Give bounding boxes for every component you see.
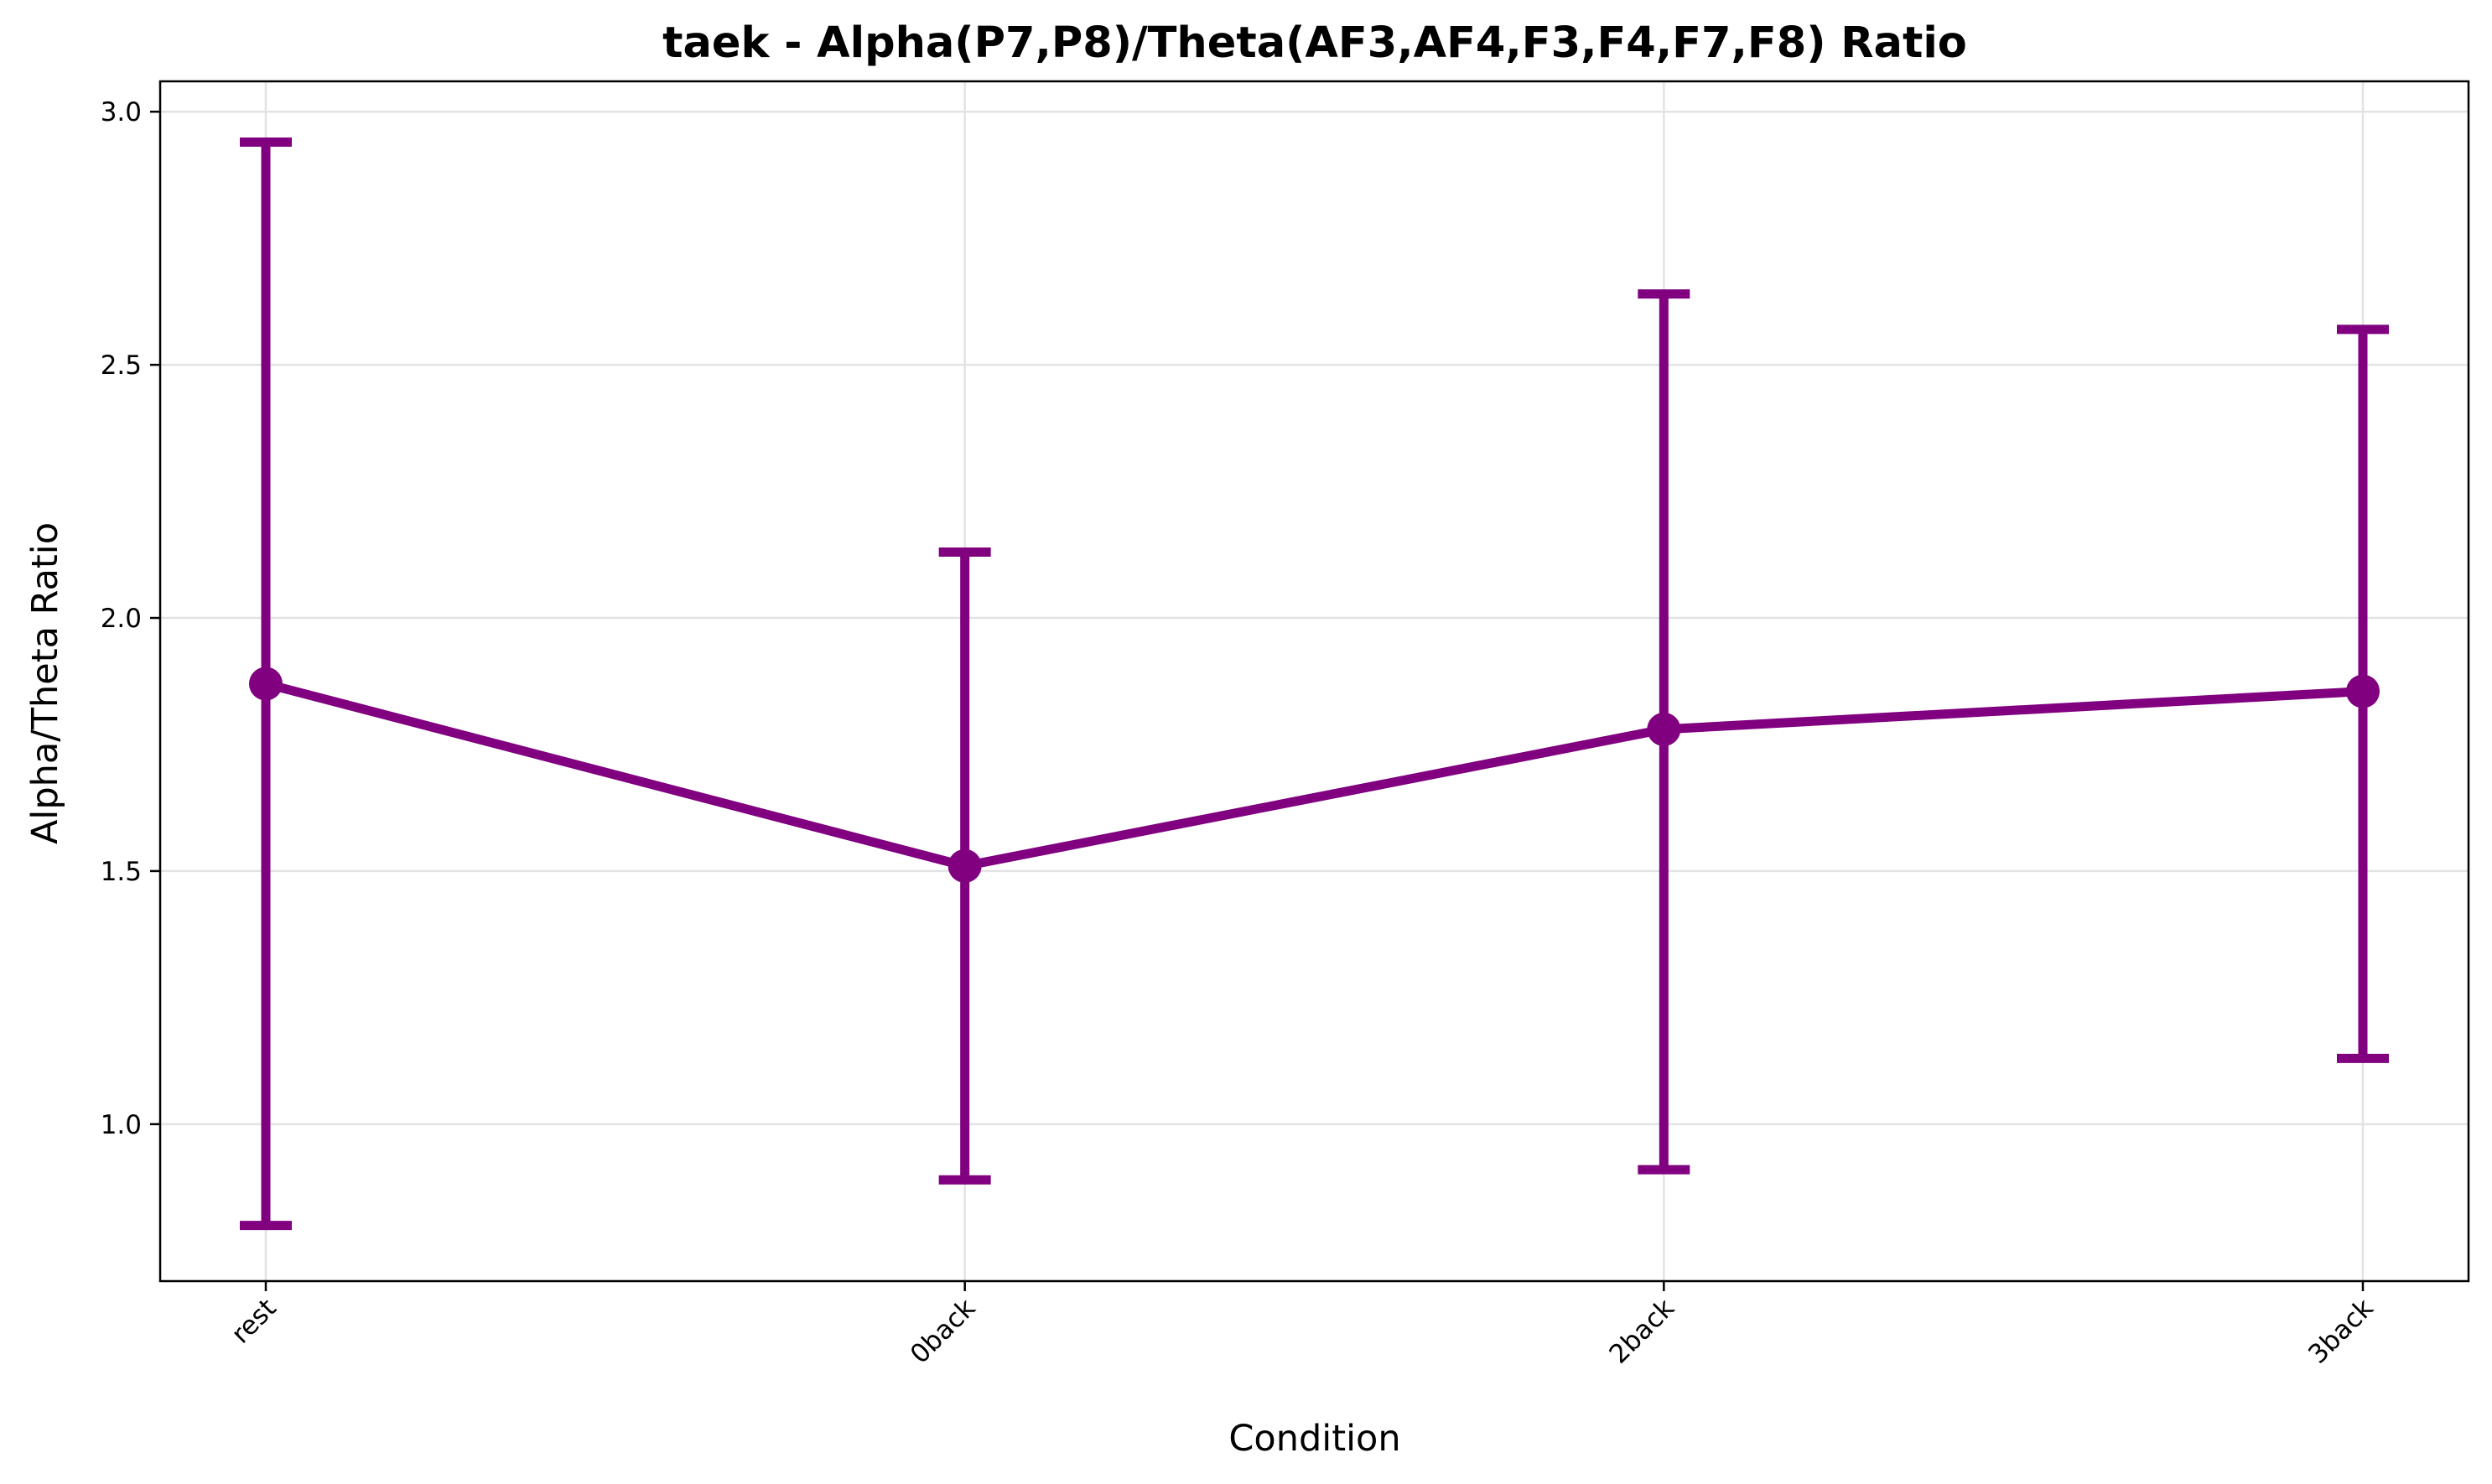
data-point bbox=[947, 848, 982, 883]
y-tick-label: 2.5 bbox=[101, 350, 142, 381]
x-axis-label: Condition bbox=[1228, 1418, 1400, 1460]
y-tick-label: 1.0 bbox=[101, 1110, 142, 1140]
x-axis-ticks: rest 0back 2back 3back bbox=[226, 1281, 2380, 1370]
plot-area-frame bbox=[158, 80, 2470, 1283]
x-tick-label: 3back bbox=[2303, 1293, 2380, 1370]
data-point bbox=[2346, 674, 2380, 708]
data-points bbox=[249, 667, 2380, 883]
data-point bbox=[249, 667, 283, 701]
series-line bbox=[261, 679, 2368, 871]
y-axis-ticks: 1.0 1.5 2.0 2.5 3.0 bbox=[101, 97, 160, 1140]
x-tick-label: 2back bbox=[1603, 1293, 1680, 1370]
y-tick-label: 3.0 bbox=[101, 97, 142, 127]
x-tick-label: rest bbox=[226, 1293, 282, 1349]
y-tick-label: 2.0 bbox=[101, 604, 142, 634]
y-tick-label: 1.5 bbox=[101, 857, 142, 887]
x-tick-label: 0back bbox=[905, 1293, 982, 1370]
error-bars bbox=[240, 137, 2389, 1231]
grid-lines bbox=[160, 81, 2469, 1281]
data-point bbox=[1647, 712, 1681, 746]
chart-title: taek - Alpha(P7,P8)/Theta(AF3,AF4,F3,F4,… bbox=[662, 18, 1967, 68]
y-axis-label: Alpha/Theta Ratio bbox=[24, 522, 66, 844]
